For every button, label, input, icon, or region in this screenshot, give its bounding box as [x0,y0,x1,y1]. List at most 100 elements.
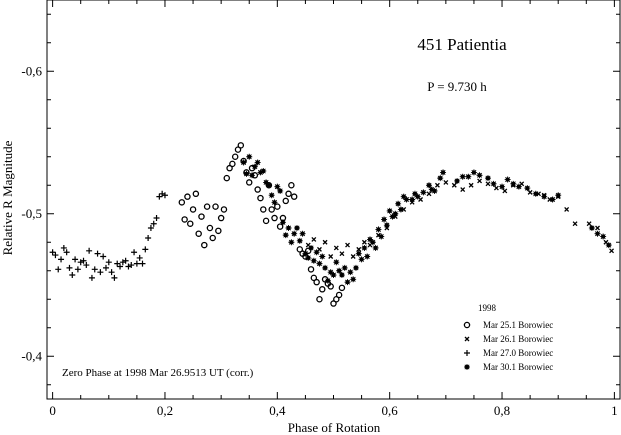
y-tick-labels: -0,6 -0,5 -0,4 [21,63,42,363]
data-point-x [564,207,570,212]
data-point-circle [198,213,205,220]
data-point-star [369,239,376,246]
data-point-star [277,187,284,194]
data-point-star [555,192,562,199]
legend-label: Mar 25.1 Borowiec [483,320,553,330]
data-point-plus [69,272,76,279]
data-point-x [333,245,339,251]
data-point-star [403,196,410,203]
data-point-circle [262,217,270,225]
data-point-circle [192,190,200,198]
data-point-star [383,222,390,229]
data-point-circle [268,206,275,213]
data-point-circle [335,291,343,299]
data-point-star [524,185,531,192]
data-point-plus [108,269,115,276]
x-tick-label: 0 [49,403,56,418]
data-point-star [414,193,421,200]
data-point-x [426,191,432,197]
data-point-star [268,192,275,199]
data-point-star [499,183,506,190]
data-point-x [361,239,367,245]
data-point-star [594,230,601,237]
data-point-star [251,163,258,170]
data-point-circle [288,181,295,189]
data-point-x [493,185,499,191]
data-point-x [460,187,466,192]
data-point-plus [63,249,70,256]
data-point-star [588,225,595,231]
legend-label: Mar 26.1 Borowiec [483,334,553,344]
data-point-star [293,225,300,231]
data-point-circle [231,153,239,160]
legend: 1998 Mar 25.1 Borowiec Mar 26.1 Borowiec M… [463,303,553,372]
data-point-x [572,221,578,227]
data-point-plus [60,244,67,251]
x-tick-labels: 0 0,2 0,4 0,6 0,8 1 [49,403,617,418]
data-point-star [440,169,447,176]
data-point-plus [159,190,166,197]
data-point-circle [237,142,245,149]
data-point-plus [97,269,104,276]
data-point-plus [117,263,124,270]
legend-label: Mar 30.1 Borowiec [483,362,553,372]
data-points [49,142,615,307]
legend-marker-circle [463,321,471,329]
data-point-circle [178,199,186,206]
data-point-circle [245,179,253,186]
data-point-circle [330,300,337,307]
data-point-circle [274,203,281,210]
data-point-star [386,207,393,214]
data-point-star [364,253,371,260]
data-point-plus [128,262,135,269]
data-point-star [350,276,357,283]
data-point-plus [91,266,98,273]
data-point-star [319,253,326,260]
chart-title: 451 Patientia [417,35,507,54]
data-point-circle [338,284,346,292]
data-point-plus [147,225,154,231]
data-point-plus [145,234,152,241]
data-point-star [322,264,329,271]
data-point-circle [229,160,236,168]
data-point-star [510,180,517,187]
data-point-star [431,187,438,194]
data-point-circle [316,295,323,303]
data-point-star [515,183,522,190]
data-point-circle [189,206,197,213]
data-point-plus [83,262,90,269]
data-point-x [350,254,356,259]
data-point-x [609,248,615,254]
data-point-x [527,189,533,195]
data-point-star [397,206,404,213]
data-point-circle [223,174,231,182]
data-point-circle [226,164,233,172]
data-point-star [240,159,247,166]
data-point-star [282,232,289,239]
data-point-x [468,182,474,188]
data-point-plus [88,274,95,281]
data-point-plus [52,252,59,259]
data-point-x [595,225,600,231]
data-point-star [490,180,497,187]
data-point-x [339,251,345,257]
data-point-star [288,239,295,246]
x-tick-label: 0,6 [382,403,399,418]
data-point-plus [58,256,65,263]
data-point-star [299,230,306,237]
data-point-plus [142,246,149,253]
data-point-x [502,188,508,194]
data-point-circle [220,206,228,213]
data-point-star [341,264,348,271]
data-point-star [375,226,382,233]
data-point-star [476,172,483,179]
data-point-circle [327,283,334,290]
data-point-plus [111,274,118,281]
data-point-circle [271,214,278,222]
data-point-star [484,175,491,182]
legend-label: Mar 27.0 Borowiec [483,348,553,358]
data-point-plus [55,266,62,273]
data-point-star [532,190,539,197]
data-point-x [345,242,351,248]
x-tick-label: 1 [611,403,618,418]
